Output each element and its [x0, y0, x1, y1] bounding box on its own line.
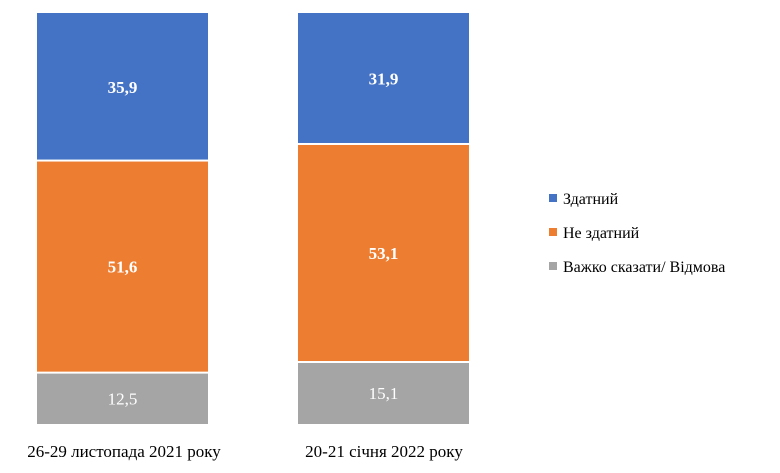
data-label-1-3: 12,5	[108, 389, 138, 408]
bar-segment-2-1	[298, 13, 469, 143]
legend: Здатний Не здатний Важко сказати/ Відмова	[549, 191, 725, 276]
bar-segment-2-3	[298, 363, 469, 424]
legend-label-2: Не здатний	[563, 225, 640, 242]
data-label-2-1: 31,9	[369, 69, 399, 88]
category-labels-group: 26-29 листопада 2021 року 20-21 січня 202…	[27, 442, 463, 461]
bar-segment-1-1	[37, 13, 208, 160]
bar-segment-2-2	[298, 144, 469, 362]
data-label-1-2: 51,6	[108, 258, 138, 277]
data-label-2-2: 53,1	[369, 244, 399, 263]
category-label-2: 20-21 січня 2022 року	[305, 442, 463, 461]
data-label-1-1: 35,9	[108, 78, 138, 97]
category-label-1: 26-29 листопада 2021 року	[27, 442, 221, 461]
legend-label-1: Здатний	[563, 191, 619, 208]
legend-swatch-3	[549, 262, 557, 270]
bar-segment-1-3	[37, 373, 208, 424]
data-labels-group: 35,9 51,6 12,5 31,9 53,1 15,1	[108, 69, 399, 408]
legend-swatch-2	[549, 228, 557, 236]
data-label-2-3: 15,1	[369, 384, 399, 403]
legend-swatch-1	[549, 194, 557, 202]
bar-segment-1-2	[37, 161, 208, 372]
bars-group	[37, 13, 469, 424]
legend-label-3: Важко сказати/ Відмова	[563, 259, 725, 276]
